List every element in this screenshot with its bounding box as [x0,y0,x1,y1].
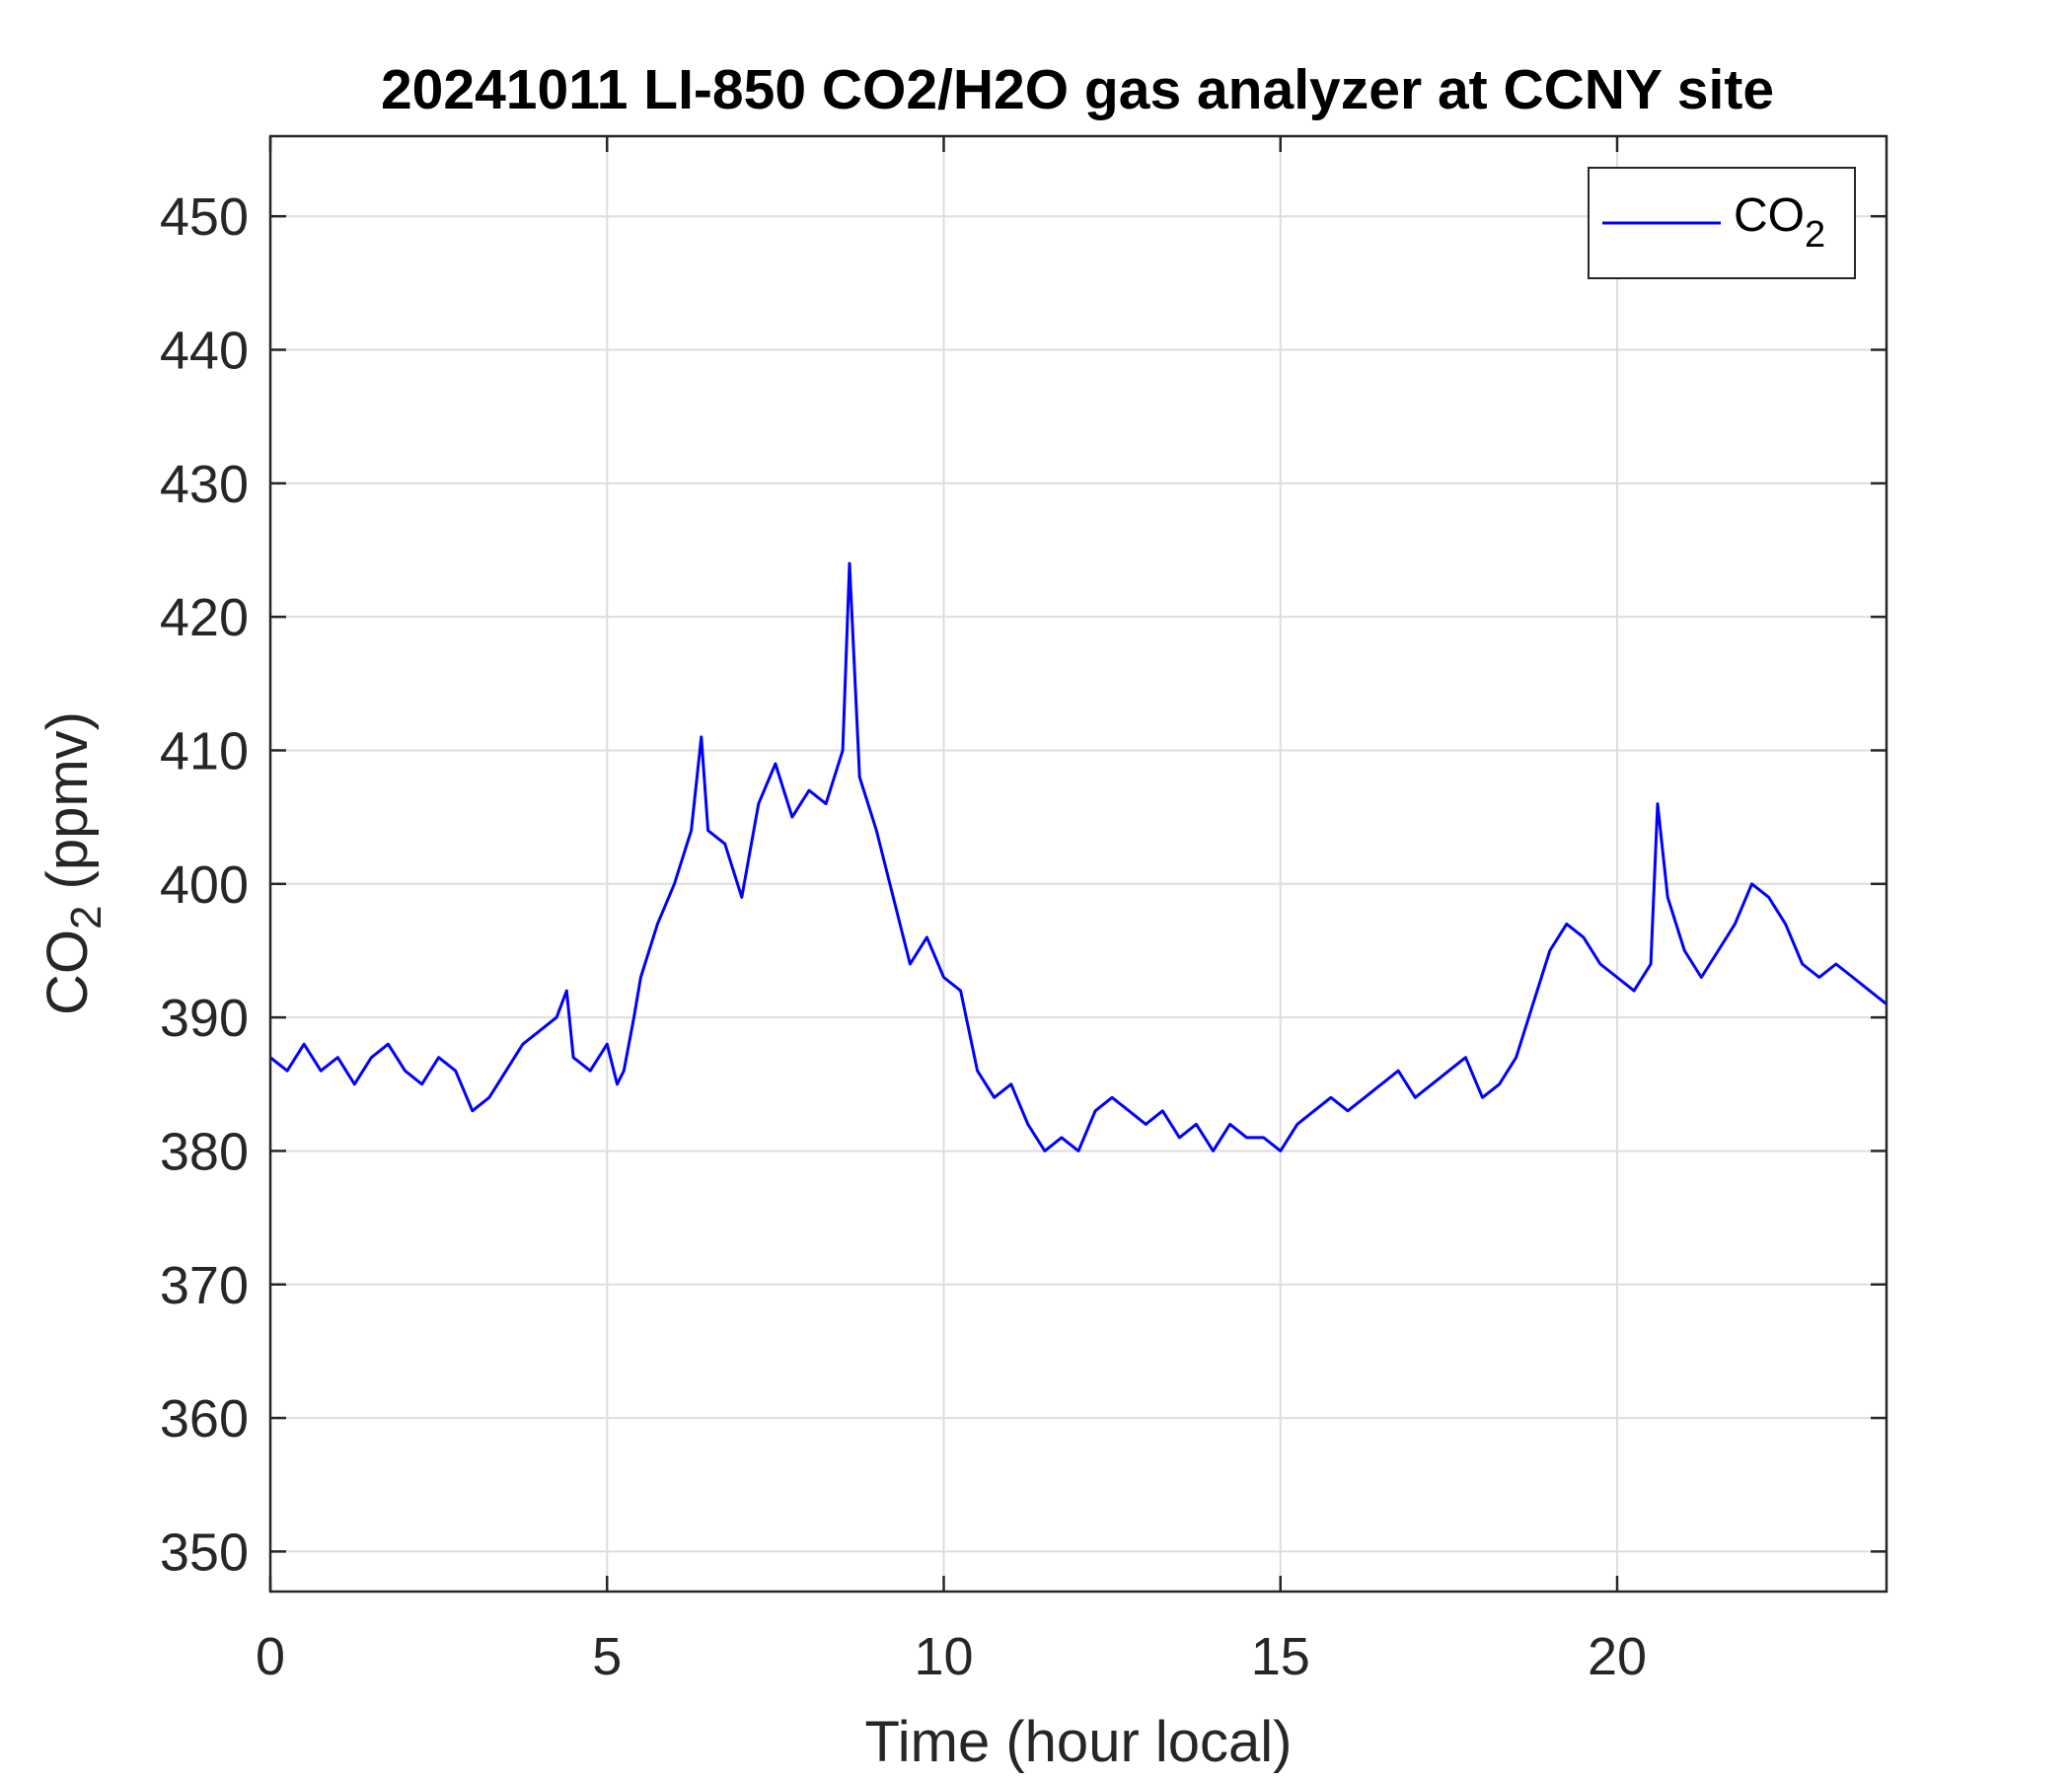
y-tick-label: 380 [160,1122,249,1181]
y-tick-labels: 350 360 370 380 390 400 410 420 430 440 450 [160,187,249,1582]
x-tick-label: 20 [1588,1627,1647,1686]
y-tick-label: 350 [160,1522,249,1582]
legend-box [1588,167,1856,279]
plot-frame [268,134,1888,1594]
y-tick-label: 370 [160,1256,249,1315]
y-tick-label: 360 [160,1389,249,1448]
x-tick-label: 5 [592,1627,622,1686]
y-axis-label-unit: (ppmv) [36,711,100,889]
series-line-co2 [269,561,1887,1152]
chart-title: 20241011 LI-850 CO2/H2O gas analyzer at … [381,58,1774,121]
plot-area [268,134,1888,1594]
y-tick-label: 390 [160,989,249,1048]
x-tick-label: 15 [1251,1627,1310,1686]
x-tick-label: 0 [256,1627,285,1686]
x-tick-label: 10 [914,1627,973,1686]
legend-entry-co2: CO2 [1734,189,1825,256]
legend: CO2 [1588,167,1856,279]
legend-entry-main: CO [1734,189,1805,242]
axis-ticks [268,136,1887,1592]
y-tick-label: 440 [160,322,249,381]
x-axis-label: Time (hour local) [865,1710,1293,1774]
y-tick-label: 430 [160,455,249,514]
y-axis-label-subscript: 2 [62,905,111,928]
grid-lines [269,136,1887,1592]
plot-background [270,136,1887,1592]
y-tick-label: 400 [160,855,249,915]
y-axis-label: CO2 (ppmv) [36,711,111,1015]
y-tick-label: 450 [160,187,249,247]
x-tick-labels: 0 5 10 15 20 [256,1627,1647,1686]
y-tick-label: 410 [160,721,249,780]
series-layer [269,561,1887,1152]
y-tick-label: 420 [160,588,249,647]
y-axis-label-main: CO [36,929,100,1015]
legend-entry-subscript: 2 [1805,214,1825,256]
